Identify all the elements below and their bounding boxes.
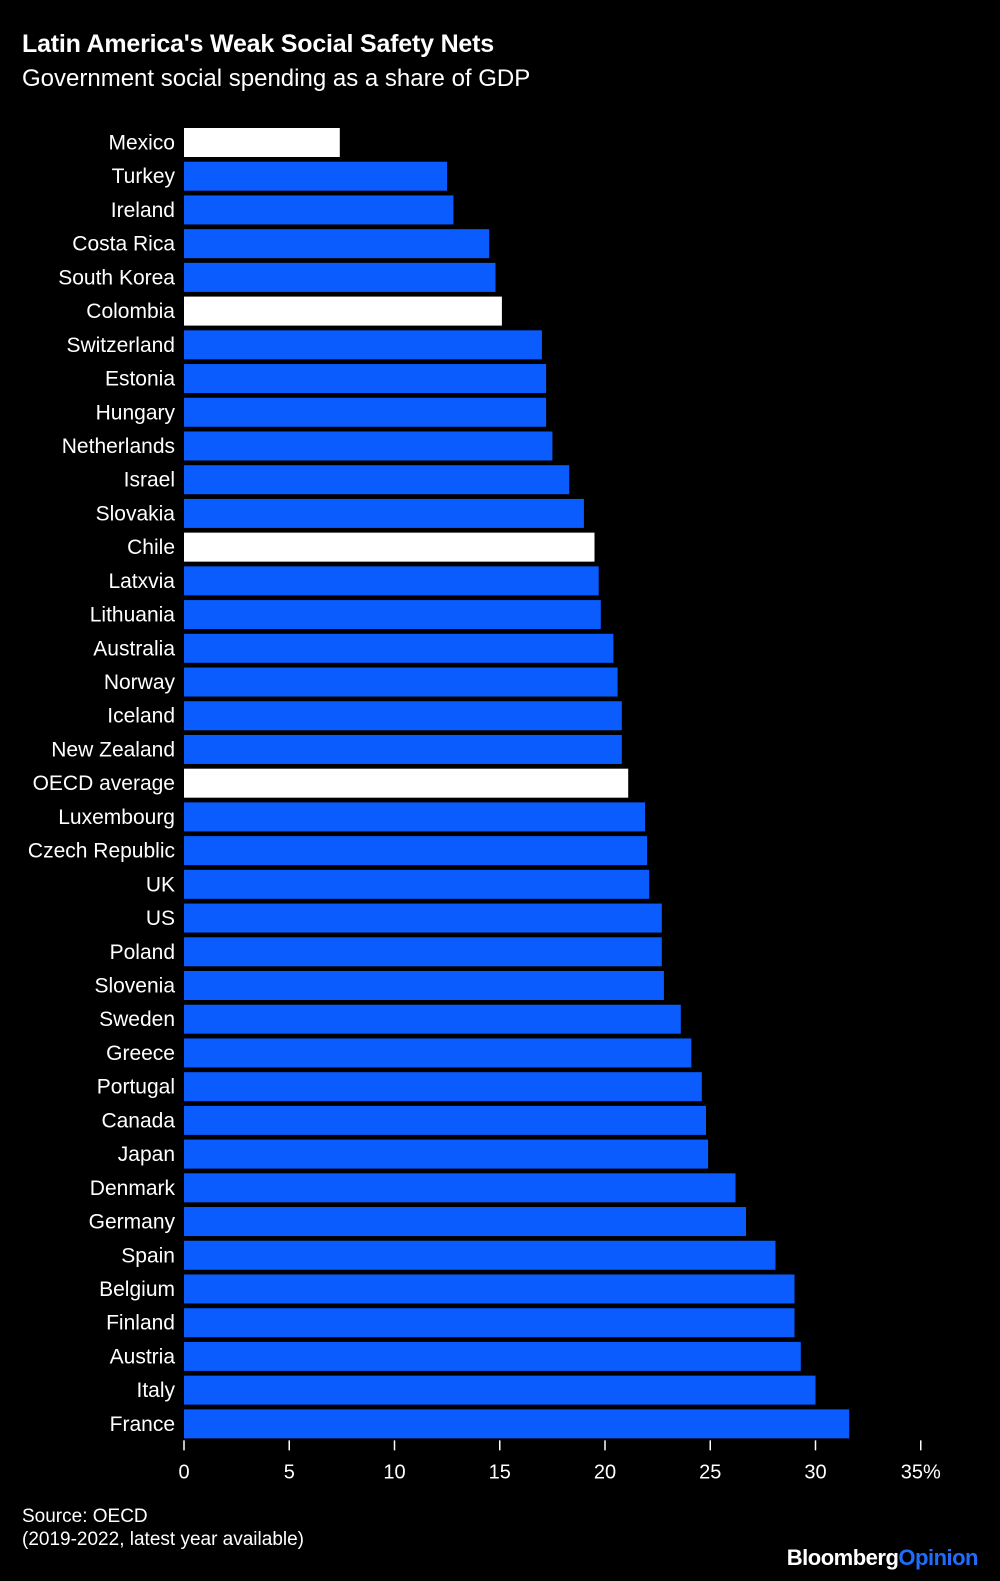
category-label-france: France xyxy=(110,1413,175,1436)
x-tick-label-35: 35% xyxy=(901,1461,941,1483)
bar-switzerland xyxy=(184,330,542,360)
bar-australia xyxy=(184,633,614,663)
x-tick-label-15: 15 xyxy=(489,1461,511,1483)
category-label-australia: Australia xyxy=(93,637,175,660)
bar-south-korea xyxy=(184,262,496,292)
category-label-japan: Japan xyxy=(118,1143,175,1166)
bar-canada xyxy=(184,1105,706,1135)
category-label-germany: Germany xyxy=(89,1211,176,1234)
category-label-slovenia: Slovenia xyxy=(94,975,175,998)
bar-hungary xyxy=(184,397,547,427)
logo-bloomberg: Bloomberg xyxy=(786,1545,899,1570)
x-tick-label-5: 5 xyxy=(284,1461,295,1483)
bar-sweden xyxy=(184,1004,681,1034)
category-label-lithuania: Lithuania xyxy=(90,604,176,627)
bar-luxembourg xyxy=(184,802,645,832)
source-years: (2019-2022, latest year available) xyxy=(22,1529,305,1550)
chart-title: Latin America's Weak Social Safety Nets xyxy=(22,30,494,58)
category-label-italy: Italy xyxy=(136,1379,175,1402)
bar-chart: Mexico Turkey Ireland Costa Rica South Korea… xyxy=(28,128,941,1483)
bar-belgium xyxy=(184,1274,795,1304)
bar-portugal xyxy=(184,1072,702,1102)
source-note: Source: OECD (2019-2022, latest year ava… xyxy=(22,1505,304,1551)
bar-chile xyxy=(184,532,595,562)
category-label-south-korea: South Korea xyxy=(58,266,175,289)
category-label-israel: Israel xyxy=(124,469,175,492)
category-label-canada: Canada xyxy=(101,1109,175,1132)
logo-opinion: Opinion xyxy=(898,1545,978,1570)
category-label-turkey: Turkey xyxy=(112,165,176,188)
bar-latxvia xyxy=(184,566,599,596)
category-label-luxembourg: Luxembourg xyxy=(58,806,175,829)
category-label-slovakia: Slovakia xyxy=(96,502,176,525)
chart-subtitle: Government social spending as a share of… xyxy=(22,65,531,92)
category-label-estonia: Estonia xyxy=(105,368,175,391)
category-label-mexico: Mexico xyxy=(108,132,175,155)
category-label-spain: Spain xyxy=(121,1244,175,1267)
bar-mexico xyxy=(184,128,340,157)
category-label-new-zealand: New Zealand xyxy=(51,738,175,761)
category-label-denmark: Denmark xyxy=(90,1177,176,1200)
bar-finland xyxy=(184,1308,795,1338)
x-tick-label-25: 25 xyxy=(699,1461,721,1483)
bar-poland xyxy=(184,937,662,967)
bar-spain xyxy=(184,1240,776,1270)
bar-iceland xyxy=(184,701,622,731)
bloomberg-opinion-logo: BloombergOpinion xyxy=(786,1545,979,1571)
bar-slovenia xyxy=(184,971,664,1000)
bar-norway xyxy=(184,667,618,697)
category-label-oecd-average: OECD average xyxy=(33,772,175,795)
bar-czech-republic xyxy=(184,836,648,866)
bar-ireland xyxy=(184,195,454,225)
category-label-finland: Finland xyxy=(106,1312,175,1335)
category-label-hungary: Hungary xyxy=(96,401,176,424)
x-tick-label-10: 10 xyxy=(383,1461,405,1483)
bar-turkey xyxy=(184,161,448,191)
category-label-colombia: Colombia xyxy=(86,300,175,323)
bar-japan xyxy=(184,1139,709,1169)
category-label-belgium: Belgium xyxy=(99,1278,175,1301)
category-label-sweden: Sweden xyxy=(99,1008,175,1031)
bar-us xyxy=(184,903,662,933)
bar-italy xyxy=(184,1375,816,1405)
bar-germany xyxy=(184,1207,746,1237)
category-label-netherlands: Netherlands xyxy=(62,435,175,458)
category-label-us: US xyxy=(146,907,175,930)
category-label-switzerland: Switzerland xyxy=(66,334,175,357)
category-label-norway: Norway xyxy=(104,671,176,694)
bar-greece xyxy=(184,1038,692,1068)
bar-austria xyxy=(184,1341,801,1371)
bar-new-zealand xyxy=(184,734,622,764)
category-label-latxvia: Latxvia xyxy=(108,570,175,593)
bar-netherlands xyxy=(184,431,553,461)
bar-israel xyxy=(184,465,570,495)
bar-oecd-average xyxy=(184,768,629,798)
bar-lithuania xyxy=(184,600,601,630)
bar-denmark xyxy=(184,1173,736,1203)
category-label-czech-republic: Czech Republic xyxy=(28,840,175,863)
bar-france xyxy=(184,1409,850,1439)
category-label-greece: Greece xyxy=(106,1042,175,1065)
bar-estonia xyxy=(184,364,547,394)
category-label-ireland: Ireland xyxy=(111,199,175,222)
category-label-uk: UK xyxy=(146,873,175,896)
bar-slovakia xyxy=(184,498,584,528)
x-tick-label-30: 30 xyxy=(804,1461,826,1483)
category-label-austria: Austria xyxy=(110,1345,176,1368)
bar-costa-rica xyxy=(184,229,490,259)
category-label-poland: Poland xyxy=(110,941,175,964)
x-tick-label-20: 20 xyxy=(594,1461,616,1483)
bar-colombia xyxy=(184,296,502,326)
x-tick-label-0: 0 xyxy=(178,1461,189,1483)
category-label-chile: Chile xyxy=(127,536,175,559)
category-label-costa-rica: Costa Rica xyxy=(72,233,175,256)
source-label: Source: OECD xyxy=(22,1506,148,1527)
category-label-iceland: Iceland xyxy=(107,705,175,728)
category-label-portugal: Portugal xyxy=(97,1076,175,1099)
bar-uk xyxy=(184,869,650,899)
